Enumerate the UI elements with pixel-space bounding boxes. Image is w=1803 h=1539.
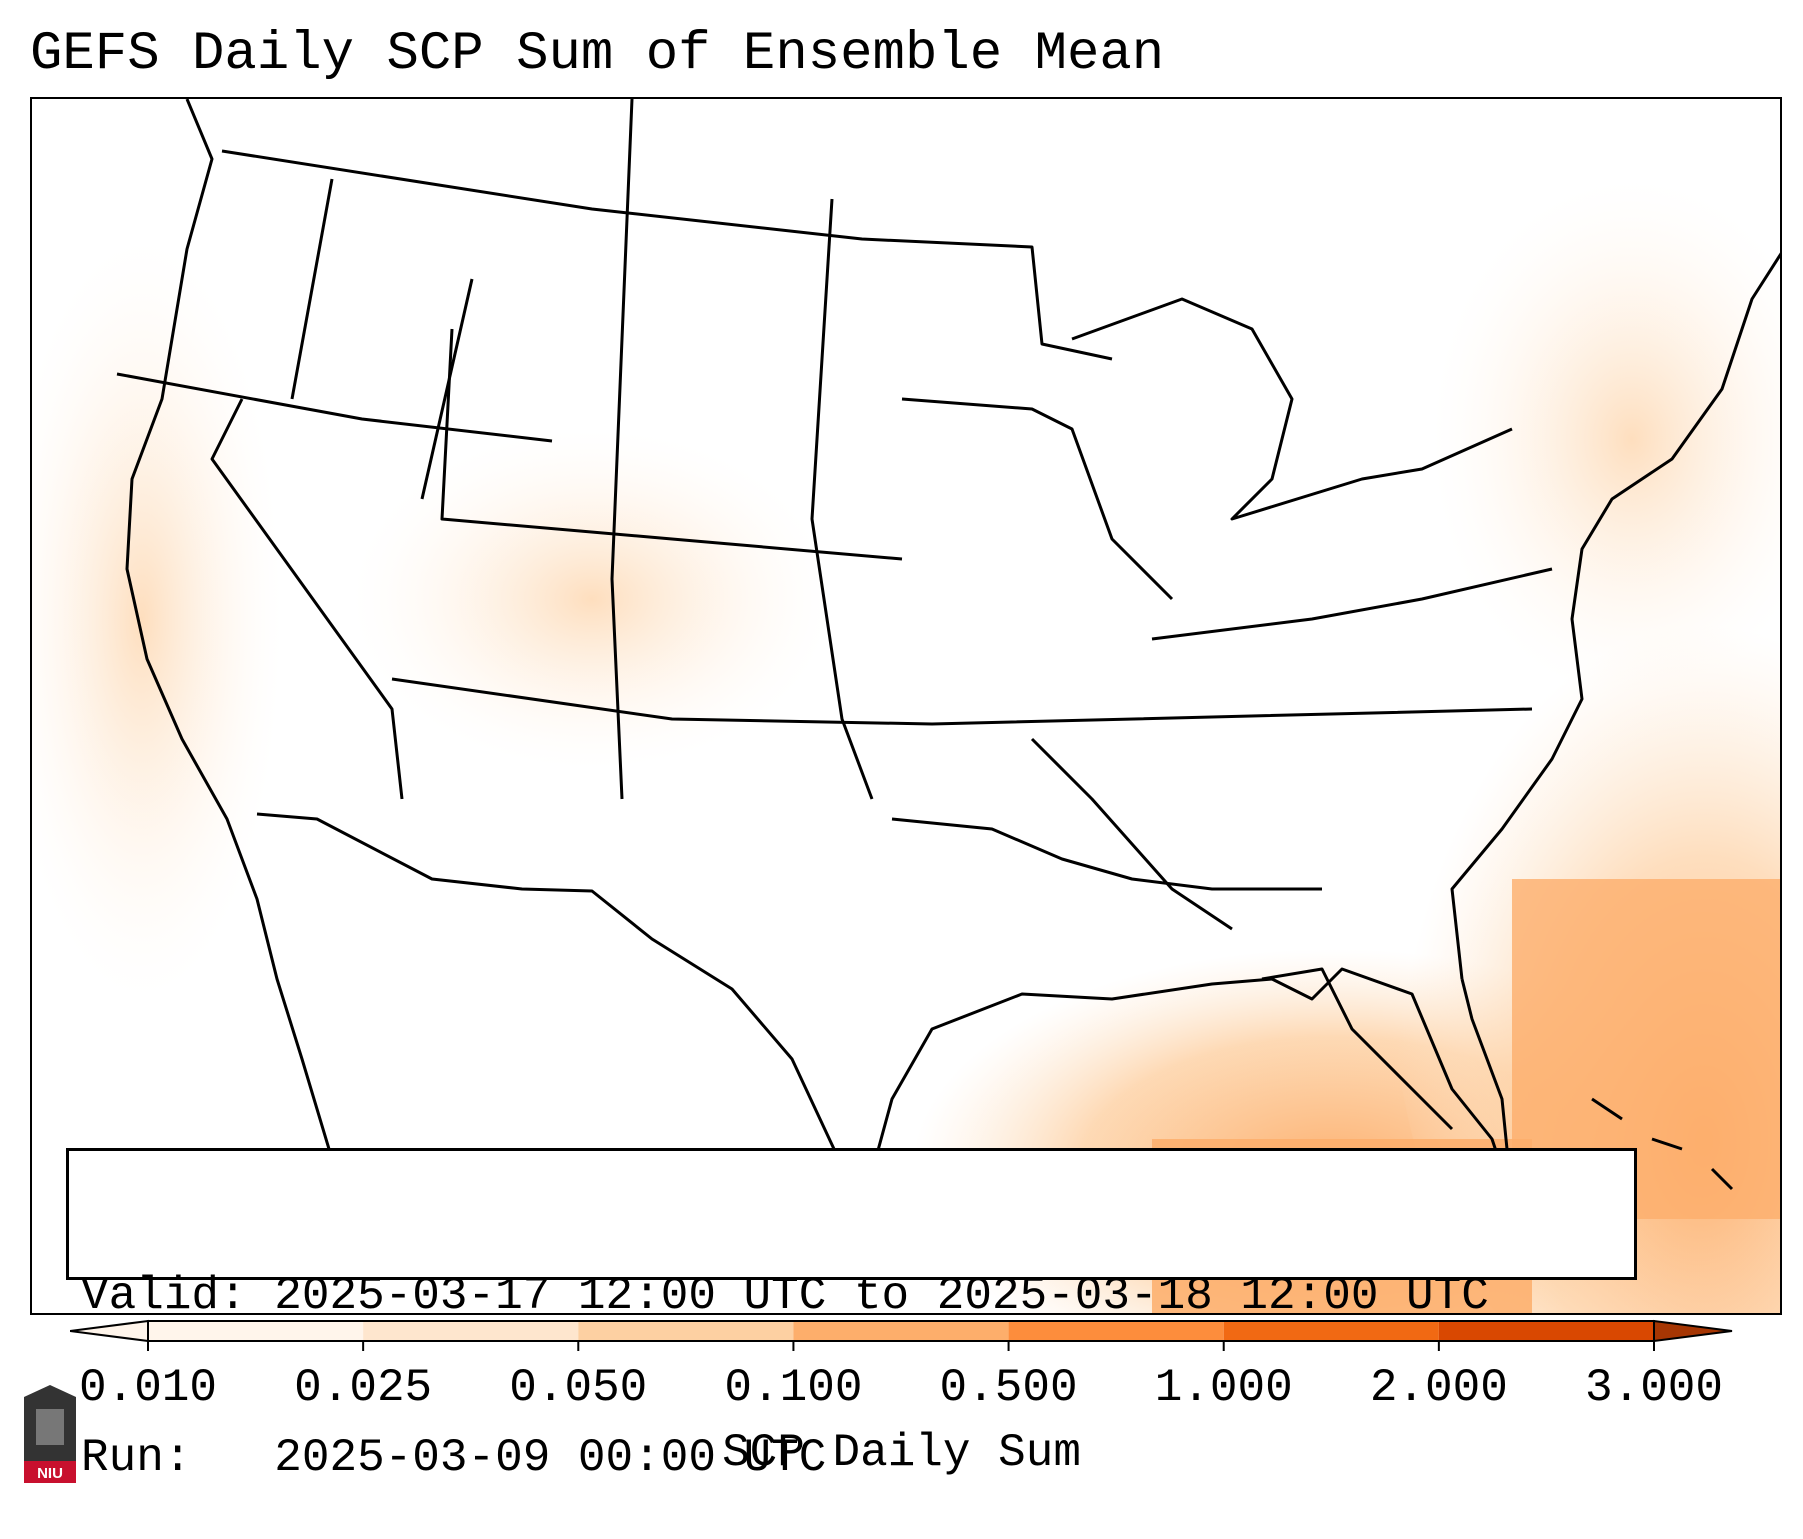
- great-lakes-outline: [1071, 297, 1513, 521]
- colorbar-segments: [70, 1319, 1733, 1343]
- colorbar-segment: [793, 1321, 1009, 1341]
- colorbar-extend-min: [70, 1319, 149, 1343]
- colorbar-segment: [1438, 1321, 1654, 1341]
- run-value: 2025-03-09 00:00 UTC: [274, 1432, 827, 1484]
- colorbar-outline: [147, 1320, 1655, 1342]
- map-panel: [30, 97, 1782, 1315]
- logo-roof: [24, 1385, 76, 1397]
- state-line-south: [891, 817, 1322, 891]
- valid-line: Valid: 2025-03-17 12:00 UTC to 2025-03-1…: [81, 1269, 1622, 1323]
- colorbar-extend-max: [1653, 1319, 1733, 1343]
- state-line-plains-2: [810, 198, 874, 800]
- state-line-north-2: [290, 178, 334, 400]
- pacific-coastline: [125, 99, 364, 1240]
- map-boundaries: [116, 99, 1780, 1240]
- colorbar-segment: [363, 1321, 579, 1341]
- colorbar-tick-label: 1.000: [1154, 1362, 1293, 1414]
- niu-logo: NIU: [24, 1385, 76, 1483]
- colorbar-ticks: [147, 1341, 1655, 1351]
- state-line-east-1: [1030, 737, 1233, 931]
- colorbar-segment: [578, 1321, 794, 1341]
- colorbar-segment: [1008, 1321, 1224, 1341]
- colorbar-tick-label: 0.500: [939, 1362, 1078, 1414]
- us-mexico-border: [256, 812, 864, 1210]
- logo-window: [36, 1409, 64, 1445]
- colorbar-tick-label: 2.000: [1369, 1362, 1508, 1414]
- scp-field-rockies: [352, 429, 832, 769]
- bahamas-islands: [1591, 1097, 1734, 1191]
- colorbar-tick-label: 0.100: [724, 1362, 863, 1414]
- state-line-north-1: [116, 372, 553, 443]
- map-title: GEFS Daily SCP Sum of Ensemble Mean: [30, 24, 1165, 85]
- colorbar-tick-label: 3.000: [1584, 1362, 1724, 1414]
- state-line-north-3: [420, 278, 474, 500]
- canada-us-border: [221, 149, 1113, 361]
- colorbar-tick-label: 0.010: [78, 1362, 218, 1414]
- logo-band: [24, 1461, 76, 1483]
- state-line-mid-1: [210, 398, 404, 800]
- map-canvas: [32, 99, 1780, 1313]
- florida-outline: [1261, 967, 1454, 1131]
- colorbar: [70, 1319, 1733, 1351]
- state-line-east-2: [1151, 567, 1553, 641]
- colorbar-segment: [148, 1321, 364, 1341]
- scp-field: [32, 179, 1780, 1313]
- state-line-mid-2: [440, 328, 903, 561]
- colorbar-tick-label: 0.025: [294, 1362, 433, 1414]
- scp-field-west-coast: [32, 239, 282, 999]
- valid-value: 2025-03-17 12:00 UTC to 2025-03-18 12:00…: [274, 1270, 1489, 1322]
- state-line-plains: [610, 99, 634, 800]
- colorbar-label: SCP Daily Sum: [722, 1427, 1081, 1479]
- valid-run-info-box: Valid: 2025-03-17 12:00 UTC to 2025-03-1…: [66, 1148, 1637, 1484]
- state-line-mid-3: [391, 677, 1533, 726]
- run-line: Run: 2025-03-09 00:00 UTC: [81, 1431, 1622, 1485]
- state-line-central: [901, 397, 1174, 601]
- colorbar-tick-label: 0.050: [509, 1362, 648, 1414]
- logo-text: NIU: [37, 1465, 63, 1482]
- colorbar-segment: [1223, 1321, 1439, 1341]
- atlantic-coastline: [1450, 252, 1780, 980]
- run-label: Run:: [81, 1432, 192, 1484]
- valid-label: Valid:: [81, 1270, 247, 1322]
